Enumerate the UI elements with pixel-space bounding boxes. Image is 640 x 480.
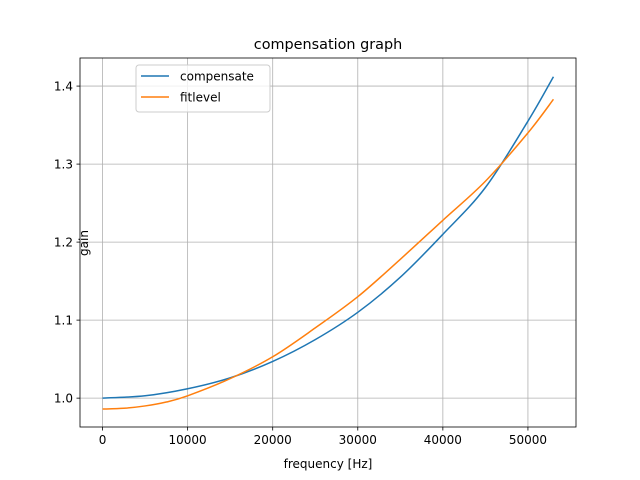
y-tick-label: 1.2 (54, 235, 73, 249)
x-tick-label: 0 (99, 433, 107, 447)
y-tick-label: 1.4 (54, 79, 73, 93)
legend-box (135, 64, 271, 113)
y-tick-label: 1.0 (54, 391, 73, 405)
y-axis-ticks: 1.0 1.1 1.2 1.3 1.4 (54, 79, 80, 405)
series-lines (102, 76, 555, 410)
y-tick-label: 1.3 (54, 157, 73, 171)
y-axis-label: gain (77, 230, 91, 256)
x-tick-label: 50000 (509, 433, 547, 447)
chart-title: compensation graph (254, 37, 402, 53)
series-line-compensate (102, 76, 555, 399)
x-tick-label: 30000 (339, 433, 377, 447)
x-tick-label: 10000 (169, 433, 207, 447)
legend-label-compensate: compensate (180, 69, 254, 83)
legend: compensate fitlevel (135, 64, 271, 113)
series-line-fitlevel (102, 98, 555, 410)
legend-label-fitlevel: fitlevel (180, 90, 221, 104)
x-axis-label: frequency [Hz] (284, 457, 373, 471)
x-tick-label: 40000 (424, 433, 462, 447)
y-tick-label: 1.1 (54, 313, 73, 327)
x-tick-label: 20000 (254, 433, 292, 447)
x-axis-ticks: 0 10000 20000 30000 40000 50000 (99, 427, 547, 447)
